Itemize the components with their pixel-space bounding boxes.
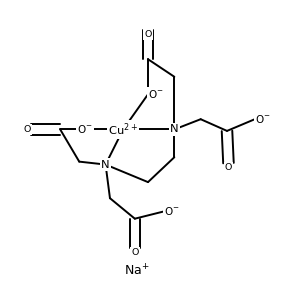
Text: O$^{-}$: O$^{-}$ <box>255 113 270 125</box>
Text: O: O <box>225 163 232 172</box>
Text: O$^{-}$: O$^{-}$ <box>164 206 180 217</box>
Text: O$^{-}$: O$^{-}$ <box>148 88 164 100</box>
Text: O: O <box>144 30 152 39</box>
Text: O: O <box>131 248 139 257</box>
Text: N: N <box>170 124 179 134</box>
Text: Na$^{+}$: Na$^{+}$ <box>123 264 149 279</box>
Text: O: O <box>24 125 31 134</box>
Text: Cu$^{2+}$: Cu$^{2+}$ <box>108 121 138 138</box>
Text: O$^{-}$: O$^{-}$ <box>77 123 92 136</box>
Text: N: N <box>101 160 110 170</box>
